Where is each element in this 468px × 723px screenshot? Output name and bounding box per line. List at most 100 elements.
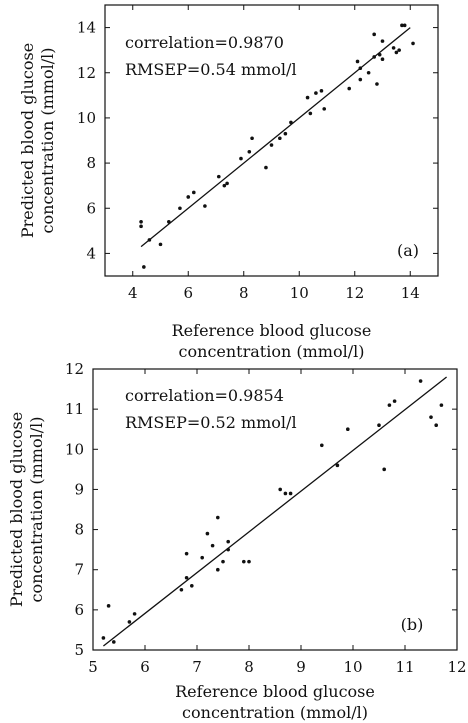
data-point	[216, 567, 220, 572]
y-tick-label: 12	[65, 360, 84, 378]
data-point	[305, 95, 310, 100]
regression-line	[102, 376, 448, 647]
data-point	[402, 23, 407, 28]
data-point	[226, 539, 230, 544]
data-point	[200, 555, 204, 560]
data-point	[322, 107, 327, 111]
data-point	[112, 640, 116, 644]
x-tick-label: 12	[345, 284, 364, 302]
data-point	[203, 204, 207, 208]
y-axis-label: concentration (mmol/l)	[27, 417, 46, 603]
x-axis-label: Reference blood glucose	[172, 321, 372, 340]
data-point	[391, 46, 396, 50]
data-point	[283, 491, 288, 496]
data-point	[221, 559, 225, 564]
data-point	[184, 575, 189, 580]
panel-label: (a)	[397, 241, 419, 260]
y-tick-label: 6	[74, 601, 84, 619]
data-point	[210, 543, 215, 548]
data-point	[147, 238, 152, 242]
data-point	[127, 620, 132, 624]
data-point	[346, 427, 350, 432]
x-tick-label: 6	[183, 284, 193, 302]
y-tick-label: 8	[86, 154, 96, 172]
chart-panel-2: 5 6 7 8 9 10 11 12 5 6 7 8 9 10 11 12 correlation=0.9854…	[7, 360, 467, 722]
x-axis-label: concentration (mmol/l)	[182, 703, 368, 722]
data-point	[239, 156, 243, 161]
data-point	[205, 531, 210, 536]
data-point	[142, 265, 146, 269]
x-tick-label: 10	[290, 284, 309, 302]
rmsep-annotation: RMSEP=0.54 mmol/l	[125, 60, 297, 79]
y-tick-label: 6	[86, 199, 96, 217]
data-point	[372, 32, 376, 37]
x-tick-label: 9	[296, 658, 306, 676]
data-point	[319, 89, 324, 93]
x-axis-label: Reference blood glucose	[175, 682, 375, 701]
data-point	[400, 23, 404, 28]
data-point	[101, 636, 106, 640]
y-axis-label: Predicted blood glucose	[7, 412, 26, 607]
data-point	[392, 399, 397, 403]
plot-frame	[92, 368, 458, 651]
data-point	[418, 379, 423, 383]
y-tick-label: 8	[74, 521, 84, 539]
data-point	[308, 111, 313, 116]
data-point	[314, 91, 318, 95]
x-tick-label: 12	[447, 658, 466, 676]
data-point	[387, 403, 392, 407]
data-point	[186, 195, 191, 199]
data-point	[429, 415, 433, 419]
y-axis-label: Predicted blood glucose	[18, 43, 37, 238]
x-tick-label: 4	[128, 284, 138, 302]
data-point	[382, 467, 387, 472]
data-point	[366, 70, 371, 75]
data-point	[278, 487, 283, 492]
x-tick-label: 14	[401, 284, 420, 302]
data-point	[358, 66, 363, 71]
data-point	[394, 50, 399, 55]
data-point	[289, 120, 293, 125]
data-point	[372, 55, 376, 59]
panel-label: (b)	[401, 615, 424, 634]
y-tick-label: 7	[74, 561, 84, 579]
x-tick-label: 10	[343, 658, 362, 676]
data-point	[269, 143, 274, 147]
data-point	[179, 587, 184, 592]
y-axis-label: concentration (mmol/l)	[38, 48, 57, 234]
data-point	[225, 181, 229, 186]
data-point	[434, 423, 439, 428]
data-point	[283, 131, 288, 136]
x-tick-label: 8	[244, 658, 254, 676]
data-point	[377, 423, 381, 428]
x-tick-label: 5	[88, 658, 98, 676]
data-point	[411, 41, 415, 46]
data-point	[380, 39, 385, 43]
x-axis-label: concentration (mmol/l)	[179, 342, 365, 361]
x-tick-label: 11	[395, 658, 414, 676]
data-point	[184, 551, 189, 556]
data-point	[264, 165, 268, 170]
data-point	[355, 59, 360, 64]
x-tick-label: 8	[239, 284, 249, 302]
data-point	[278, 136, 282, 141]
data-point	[242, 559, 246, 564]
data-point	[226, 547, 230, 552]
y-tick-label: 5	[74, 641, 84, 659]
data-point	[397, 48, 401, 52]
data-point	[247, 149, 252, 154]
y-tick-label: 4	[86, 244, 96, 262]
data-point	[132, 612, 137, 616]
data-point	[167, 220, 171, 224]
data-point	[250, 136, 254, 141]
data-point	[216, 174, 221, 179]
data-point	[190, 583, 194, 588]
data-point	[192, 190, 196, 195]
data-point	[377, 52, 382, 57]
data-point	[222, 183, 227, 188]
data-point	[320, 443, 324, 448]
plot-frame	[104, 4, 439, 277]
data-point	[288, 491, 293, 496]
data-point	[139, 220, 143, 224]
